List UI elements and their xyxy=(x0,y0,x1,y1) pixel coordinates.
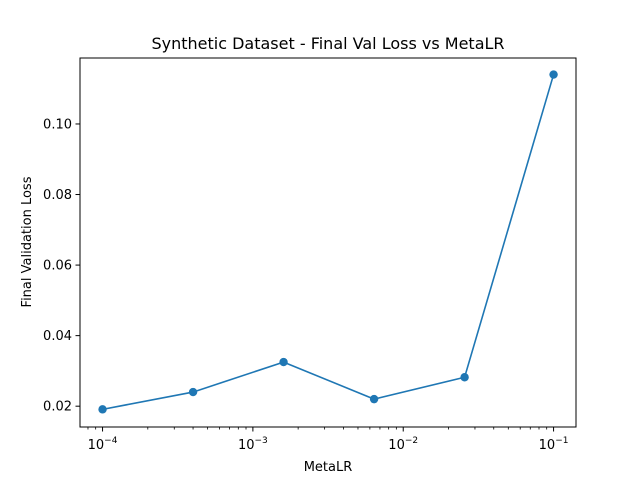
y-tick-label: 0.02 xyxy=(43,400,72,415)
x-tick-label: 10−4 xyxy=(88,436,118,453)
data-point xyxy=(549,70,558,79)
plot-area: 10−4 10−3 10−2 10−1 0.02 0.04 0.06 0.08 0.10 xyxy=(43,57,577,453)
data-point xyxy=(369,394,379,404)
x-tick-label: 10−1 xyxy=(539,436,569,453)
series-line xyxy=(102,74,555,411)
y-tick-label: 0.04 xyxy=(43,329,72,344)
axes-frame xyxy=(79,57,577,428)
chart-title: Synthetic Dataset - Final Val Loss vs Me… xyxy=(151,34,504,53)
data-point xyxy=(460,373,469,382)
x-tick-label: 10−3 xyxy=(238,436,268,453)
x-tick-label: 10−2 xyxy=(388,436,418,453)
y-tick-label: 0.08 xyxy=(43,188,72,203)
y-tick-label: 0.10 xyxy=(43,117,72,132)
y-tick-label: 0.06 xyxy=(43,259,72,274)
data-point xyxy=(279,357,288,367)
data-point xyxy=(188,387,198,397)
y-axis-label: Final Validation Loss xyxy=(20,176,35,307)
data-point xyxy=(98,405,107,414)
x-axis-label: MetaLR xyxy=(304,460,353,475)
